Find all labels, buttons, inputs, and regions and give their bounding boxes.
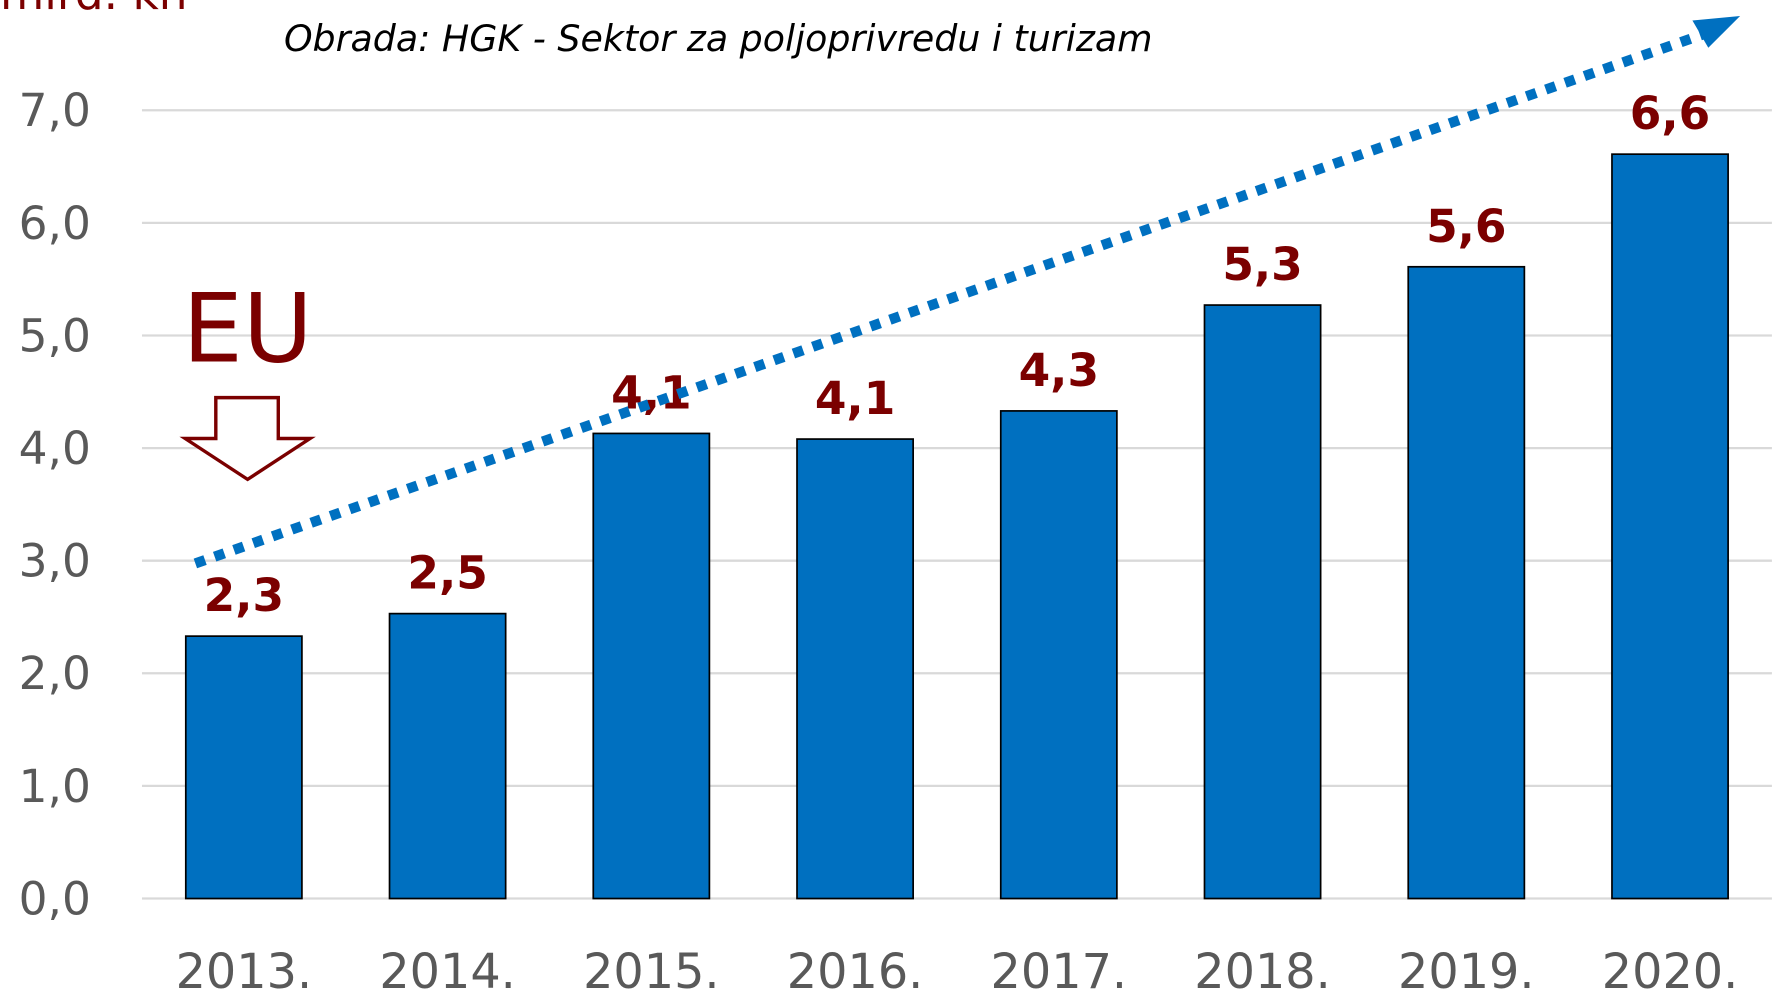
x-tick-label: 2020. [1602, 945, 1739, 994]
x-tick-label: 2017. [991, 945, 1128, 994]
y-tick-label: 0,0 [19, 872, 91, 925]
bar [184, 635, 303, 900]
y-tick-label: 5,0 [19, 309, 91, 362]
value-label: 2,3 [204, 569, 284, 622]
y-tick-label: 4,0 [19, 422, 91, 475]
y-tick-label: 3,0 [19, 535, 91, 588]
trend-arrow [193, 29, 1706, 569]
bar [388, 612, 507, 900]
value-label: 2,5 [407, 547, 487, 600]
x-tick-label: 2016. [787, 945, 924, 994]
bar [999, 410, 1118, 900]
trend-arrow-head [1692, 15, 1741, 48]
bar [1611, 153, 1729, 900]
bar [1203, 304, 1322, 900]
bars: 2013.2,32014.2,52015.4,12016.4,12017.4,3… [176, 87, 1739, 994]
eu-annotation: EU [183, 272, 313, 384]
eu-arrow [179, 395, 316, 482]
bar [1407, 265, 1526, 900]
bar [592, 432, 711, 900]
bar [796, 438, 914, 900]
x-tick-label: 2015. [583, 945, 720, 994]
x-tick-label: 2013. [176, 945, 313, 994]
y-tick-label: 6,0 [19, 197, 91, 250]
value-label: 4,1 [815, 372, 895, 425]
value-label: 4,3 [1019, 344, 1099, 397]
y-tick-label: 7,0 [19, 84, 91, 137]
subtitle: Obrada: HGK - Sektor za poljoprivredu i … [284, 17, 1153, 60]
value-label: 6,6 [1630, 87, 1710, 140]
x-tick-label: 2014. [379, 945, 516, 994]
y-tick-label: 2,0 [19, 647, 91, 700]
y-axis-label: mlrd. kn [0, 0, 188, 20]
x-tick-label: 2019. [1398, 945, 1535, 994]
x-tick-label: 2018. [1194, 945, 1331, 994]
value-label: 5,6 [1426, 200, 1506, 253]
value-label: 5,3 [1222, 238, 1302, 291]
y-tick-label: 1,0 [19, 760, 91, 813]
